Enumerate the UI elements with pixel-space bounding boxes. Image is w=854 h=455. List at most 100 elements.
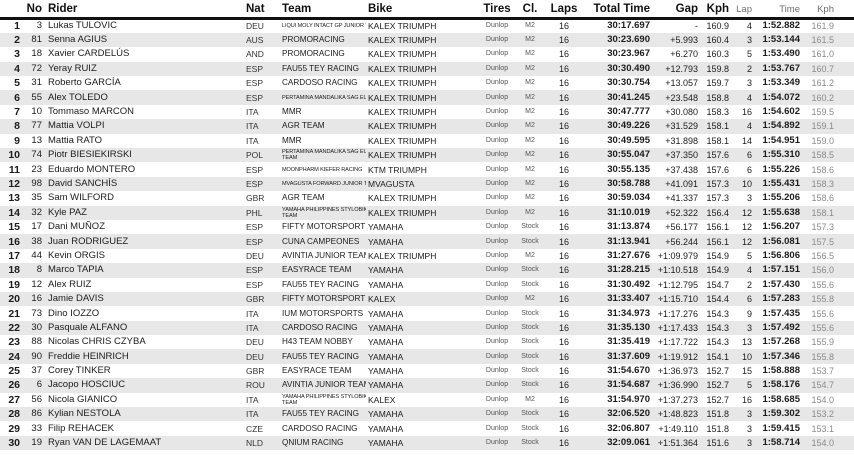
best-lap-time-cell: 1:55.431 xyxy=(762,177,800,189)
team-cell: PERTAMINA MANDALIKA SAG EUVIC xyxy=(282,94,366,101)
total-time-cell: 30:49.226 xyxy=(607,120,650,132)
team-cell: MMR xyxy=(282,135,302,145)
table-body: 1 3 Lukas TULOVIC DEU LIQUI MOLY INTACT GP J… xyxy=(0,19,854,451)
gap-cell: +1:09.979 xyxy=(657,250,698,261)
best-lap-number-cell: 3 xyxy=(746,423,752,434)
best-lap-time-cell: 1:55.206 xyxy=(762,192,800,204)
row-spacer xyxy=(836,47,854,61)
best-lap-number-cell: 15 xyxy=(741,366,752,377)
position-cell: 18 xyxy=(8,264,20,277)
bike-number-cell: 3 xyxy=(36,20,42,32)
column-header-rider: Rider xyxy=(44,0,246,20)
gap-cell: +1:51.364 xyxy=(657,438,698,449)
nationality-cell: NLD xyxy=(246,438,264,449)
best-lap-speed-cell: 161.5 xyxy=(811,35,834,46)
rider-name-cell: Senna AGIUS xyxy=(48,34,108,46)
avg-speed-cell: 154.9 xyxy=(706,265,729,276)
team-cell: FAU55 TEY RACING xyxy=(282,279,360,289)
class-cell: M2 xyxy=(525,108,535,116)
tires-cell: Dunlop xyxy=(485,79,509,87)
bike-number-cell: 19 xyxy=(31,437,42,449)
column-header-gap: Gap xyxy=(652,0,700,20)
best-lap-time-cell: 1:52.882 xyxy=(762,20,800,32)
avg-speed-cell: 156.1 xyxy=(706,236,729,247)
gap-cell: +1:12.795 xyxy=(657,279,698,290)
position-cell: 30 xyxy=(8,437,20,450)
row-spacer xyxy=(836,90,854,104)
best-lap-time-cell: 1:57.430 xyxy=(762,278,800,290)
team-cell: AVINTIA JUNIOR TEAM xyxy=(282,250,366,260)
table-row: 29 33 Filip REHACEK CZE CARDOSO RACING YAMAHA… xyxy=(0,421,854,435)
position-cell: 21 xyxy=(8,307,20,320)
team-cell: MOONPHARM KIEFER RACING xyxy=(282,166,363,173)
gap-cell: +5.993 xyxy=(670,35,698,46)
bike-number-cell: 38 xyxy=(31,235,42,247)
column-header-no: No xyxy=(22,0,44,20)
team-cell: LIQUI MOLY INTACT GP JUNIOR TEAM xyxy=(282,23,366,30)
team-cell: FAU55 TEY RACING xyxy=(282,63,360,73)
bike-number-cell: 16 xyxy=(31,293,42,305)
table-row: 15 17 Dani MUÑOZ ESP FIFTY MOTORSPORT YAMAHA D… xyxy=(0,220,854,234)
nationality-cell: GBR xyxy=(246,366,265,377)
team-cell: FAU55 TEY RACING xyxy=(282,409,360,419)
total-time-cell: 30:23.690 xyxy=(607,34,650,46)
bike-number-cell: 12 xyxy=(31,278,42,290)
best-lap-time-cell: 1:58.714 xyxy=(762,437,800,449)
bike-number-cell: 17 xyxy=(31,221,42,233)
class-cell: M2 xyxy=(525,251,535,259)
best-lap-time-cell: 1:57.268 xyxy=(762,336,800,348)
nationality-cell: ESP xyxy=(246,178,264,189)
laps-cell: 16 xyxy=(558,35,569,46)
table-header: No Rider Nat Team Bike Tires Cl. Laps To… xyxy=(0,0,854,20)
best-lap-speed-cell: 159.1 xyxy=(811,121,834,132)
best-lap-speed-cell: 158.1 xyxy=(811,207,834,218)
best-lap-time-cell: 1:54.892 xyxy=(762,120,800,132)
tires-cell: Dunlop xyxy=(485,352,509,360)
laps-cell: 16 xyxy=(558,236,569,247)
team-cell: H43 TEAM NOBBY xyxy=(282,337,353,347)
rider-name-cell: Nicolas CHRIS CZYBA xyxy=(48,336,146,348)
best-lap-speed-cell: 158.3 xyxy=(811,178,834,189)
column-header-bike: Bike xyxy=(366,0,478,20)
best-lap-number-cell: 3 xyxy=(746,409,752,420)
best-lap-speed-cell: 161.0 xyxy=(811,49,834,60)
tires-cell: Dunlop xyxy=(485,295,509,303)
bike-cell: KALEX TRIUMPH xyxy=(368,207,437,218)
total-time-cell: 31:35.419 xyxy=(607,336,650,348)
column-header-position xyxy=(0,0,22,20)
table-row: 3 18 Xavier CARDELÚS AND PROMORACING KALEX TR… xyxy=(0,47,854,61)
avg-speed-cell: 156.1 xyxy=(706,222,729,233)
best-lap-speed-cell: 153.1 xyxy=(811,423,834,434)
tires-cell: Dunlop xyxy=(485,36,509,44)
rider-name-cell: Xavier CARDELÚS xyxy=(48,48,130,60)
table-row: 5 31 Roberto GARCÍA ESP CARDOSO RACING KALEX … xyxy=(0,76,854,90)
gap-cell: +1:17.433 xyxy=(657,322,698,333)
bike-number-cell: 6 xyxy=(36,379,42,391)
laps-cell: 16 xyxy=(558,279,569,290)
row-spacer xyxy=(836,364,854,378)
bike-cell: KALEX TRIUMPH xyxy=(368,35,437,46)
class-cell: M2 xyxy=(525,79,535,87)
bike-cell: YAMAHA xyxy=(368,236,404,247)
table-row: 12 98 David SANCHÍS ESP MVAGUSTA FORWARD JUN… xyxy=(0,176,854,192)
laps-cell: 16 xyxy=(558,222,569,233)
avg-speed-cell: 157.3 xyxy=(706,193,729,204)
best-lap-speed-cell: 160.7 xyxy=(811,63,834,74)
nationality-cell: ITA xyxy=(246,135,259,146)
best-lap-number-cell: 12 xyxy=(741,236,752,247)
nationality-cell: ITA xyxy=(246,308,259,319)
gap-cell: +1:15.710 xyxy=(657,294,698,305)
laps-cell: 16 xyxy=(558,308,569,319)
gap-cell: - xyxy=(695,21,698,32)
best-lap-time-cell: 1:56.806 xyxy=(762,249,800,261)
laps-cell: 16 xyxy=(558,193,569,204)
position-cell: 8 xyxy=(14,120,20,133)
row-spacer xyxy=(836,177,854,191)
bike-cell: KALEX xyxy=(368,394,396,405)
position-cell: 24 xyxy=(8,350,20,363)
best-lap-speed-cell: 155.9 xyxy=(811,337,834,348)
rider-name-cell: Corey TINKER xyxy=(48,365,111,377)
tires-cell: Dunlop xyxy=(485,50,509,58)
bike-cell: YAMAHA xyxy=(368,366,404,377)
position-cell: 12 xyxy=(8,177,20,190)
